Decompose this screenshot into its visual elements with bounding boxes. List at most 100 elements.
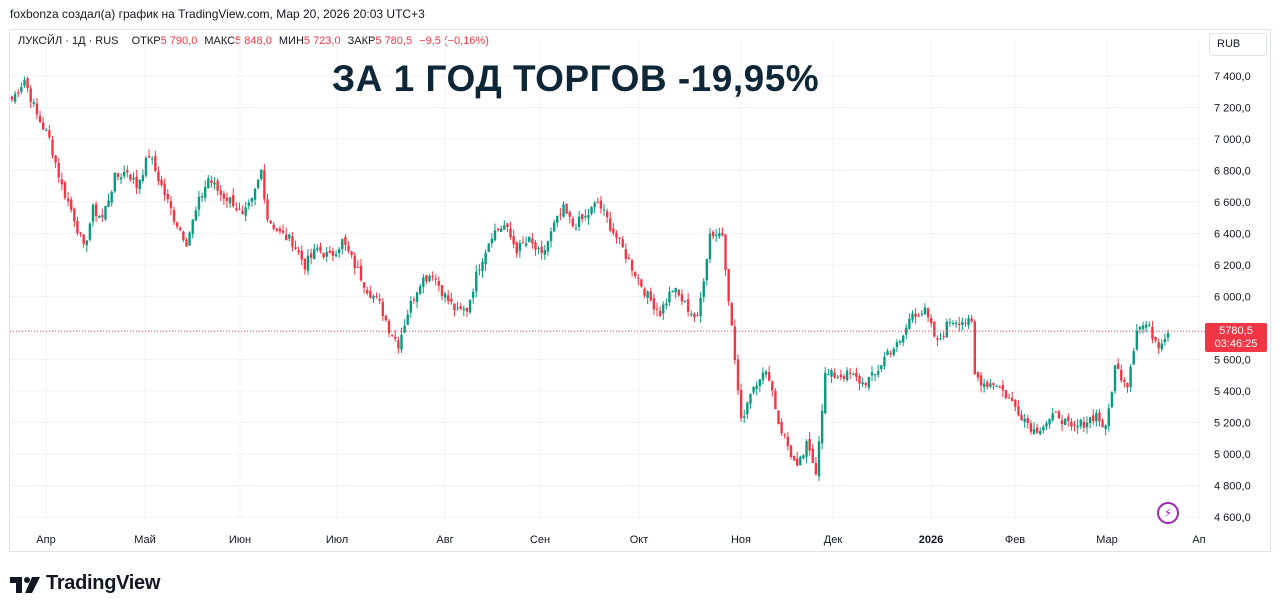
- candle-body: [247, 202, 251, 206]
- candle-body: [496, 228, 500, 231]
- y-tick-label: 5 400,0: [1214, 386, 1251, 398]
- candle-body: [110, 191, 113, 203]
- y-tick-label: 6 000,0: [1214, 292, 1251, 304]
- candle-body: [683, 300, 687, 302]
- candle-body: [886, 350, 889, 356]
- candle-body: [602, 209, 606, 211]
- x-tick-label: Сен: [530, 534, 550, 546]
- candle-body: [609, 218, 612, 231]
- candle-body: [1126, 383, 1129, 388]
- candle-body: [79, 232, 82, 234]
- candle-body: [945, 321, 948, 338]
- candle-body: [431, 276, 434, 278]
- candle-body: [808, 439, 811, 451]
- candle-body: [437, 280, 441, 286]
- candle-body: [989, 383, 992, 387]
- candle-body: [387, 320, 391, 333]
- candle-body: [820, 410, 824, 444]
- candle-body: [471, 291, 475, 298]
- candle-body: [1023, 418, 1026, 422]
- tradingview-logo[interactable]: TradingView: [10, 572, 160, 595]
- candle-body: [151, 158, 154, 160]
- candle-body: [1166, 333, 1170, 338]
- candle-body: [132, 177, 135, 180]
- candle-body: [225, 197, 229, 201]
- candle-body: [624, 249, 628, 259]
- candle-body: [908, 318, 911, 329]
- candle-body: [814, 462, 818, 475]
- candle-body: [372, 296, 375, 299]
- candle-body: [10, 96, 14, 100]
- candle-body: [263, 170, 266, 200]
- currency-button[interactable]: RUB: [1209, 33, 1267, 56]
- candle-body: [668, 291, 671, 303]
- candle-body: [362, 282, 366, 288]
- candle-body: [549, 231, 553, 242]
- high-label: МАКС: [204, 35, 236, 47]
- candle-body: [82, 234, 85, 245]
- candle-body: [817, 441, 821, 477]
- candle-body: [412, 299, 416, 301]
- candle-body: [1151, 326, 1154, 339]
- candle-body: [1067, 416, 1070, 421]
- candle-body: [269, 220, 272, 224]
- candle-body: [35, 103, 39, 115]
- candle-body: [914, 314, 917, 317]
- candle-body: [250, 198, 254, 202]
- candle-body: [699, 297, 702, 316]
- candle-body: [406, 314, 409, 325]
- candle-body: [1098, 412, 1101, 422]
- candle-body: [32, 102, 36, 104]
- candle-body: [381, 301, 384, 317]
- candle-body: [584, 216, 587, 218]
- candle-body: [213, 182, 216, 185]
- candle-body: [718, 233, 721, 237]
- candle-body: [443, 293, 447, 298]
- candle-body: [767, 372, 771, 381]
- candle-body: [1076, 425, 1079, 428]
- candle-body: [409, 301, 413, 313]
- candle-body: [73, 208, 76, 222]
- candle-body: [116, 173, 120, 178]
- candle-body: [440, 285, 444, 297]
- candle-body: [1017, 406, 1020, 416]
- headline-text: ЗА 1 ГОД ТОРГОВ -19,95%: [332, 58, 820, 99]
- x-tick-label: Авг: [436, 534, 453, 546]
- candle-body: [210, 180, 213, 183]
- candle-body: [593, 202, 596, 208]
- x-tick-label: Апр: [36, 534, 55, 546]
- candle-body: [309, 253, 313, 258]
- candle-body: [979, 375, 983, 386]
- candle-body: [459, 306, 462, 309]
- candle-body: [182, 231, 185, 240]
- candle-body: [836, 376, 839, 378]
- x-tick-label: Окт: [630, 534, 649, 546]
- candle-body: [1082, 421, 1086, 428]
- lightning-icon[interactable]: ⚡: [1157, 502, 1179, 524]
- candle-body: [378, 298, 381, 301]
- candle-body: [334, 254, 338, 257]
- candle-body: [232, 195, 235, 207]
- candle-body: [70, 199, 73, 211]
- candle-body: [1157, 342, 1160, 349]
- symbol-label[interactable]: ЛУКОЙЛ · 1Д · RUS: [18, 35, 119, 47]
- candle-body: [590, 207, 593, 214]
- candle-body: [1042, 426, 1045, 431]
- candle-body: [774, 390, 777, 410]
- candle-body: [66, 198, 70, 202]
- candle-body: [649, 291, 652, 301]
- candle-body: [577, 216, 581, 227]
- candle-body: [711, 231, 715, 237]
- symbol-legend: ЛУКОЙЛ · 1Д · RUS ОТКР5 790,0 МАКС5 848,…: [18, 35, 493, 47]
- y-tick-label: 4 600,0: [1214, 512, 1251, 524]
- candle-body: [926, 308, 930, 318]
- candle-body: [91, 204, 95, 222]
- y-tick-label: 7 400,0: [1214, 71, 1251, 83]
- candle-body: [581, 214, 584, 220]
- candle-body: [20, 87, 23, 92]
- candle-body: [898, 341, 902, 343]
- candle-body: [799, 456, 802, 466]
- candle-body: [789, 445, 793, 457]
- candle-body: [1154, 336, 1157, 341]
